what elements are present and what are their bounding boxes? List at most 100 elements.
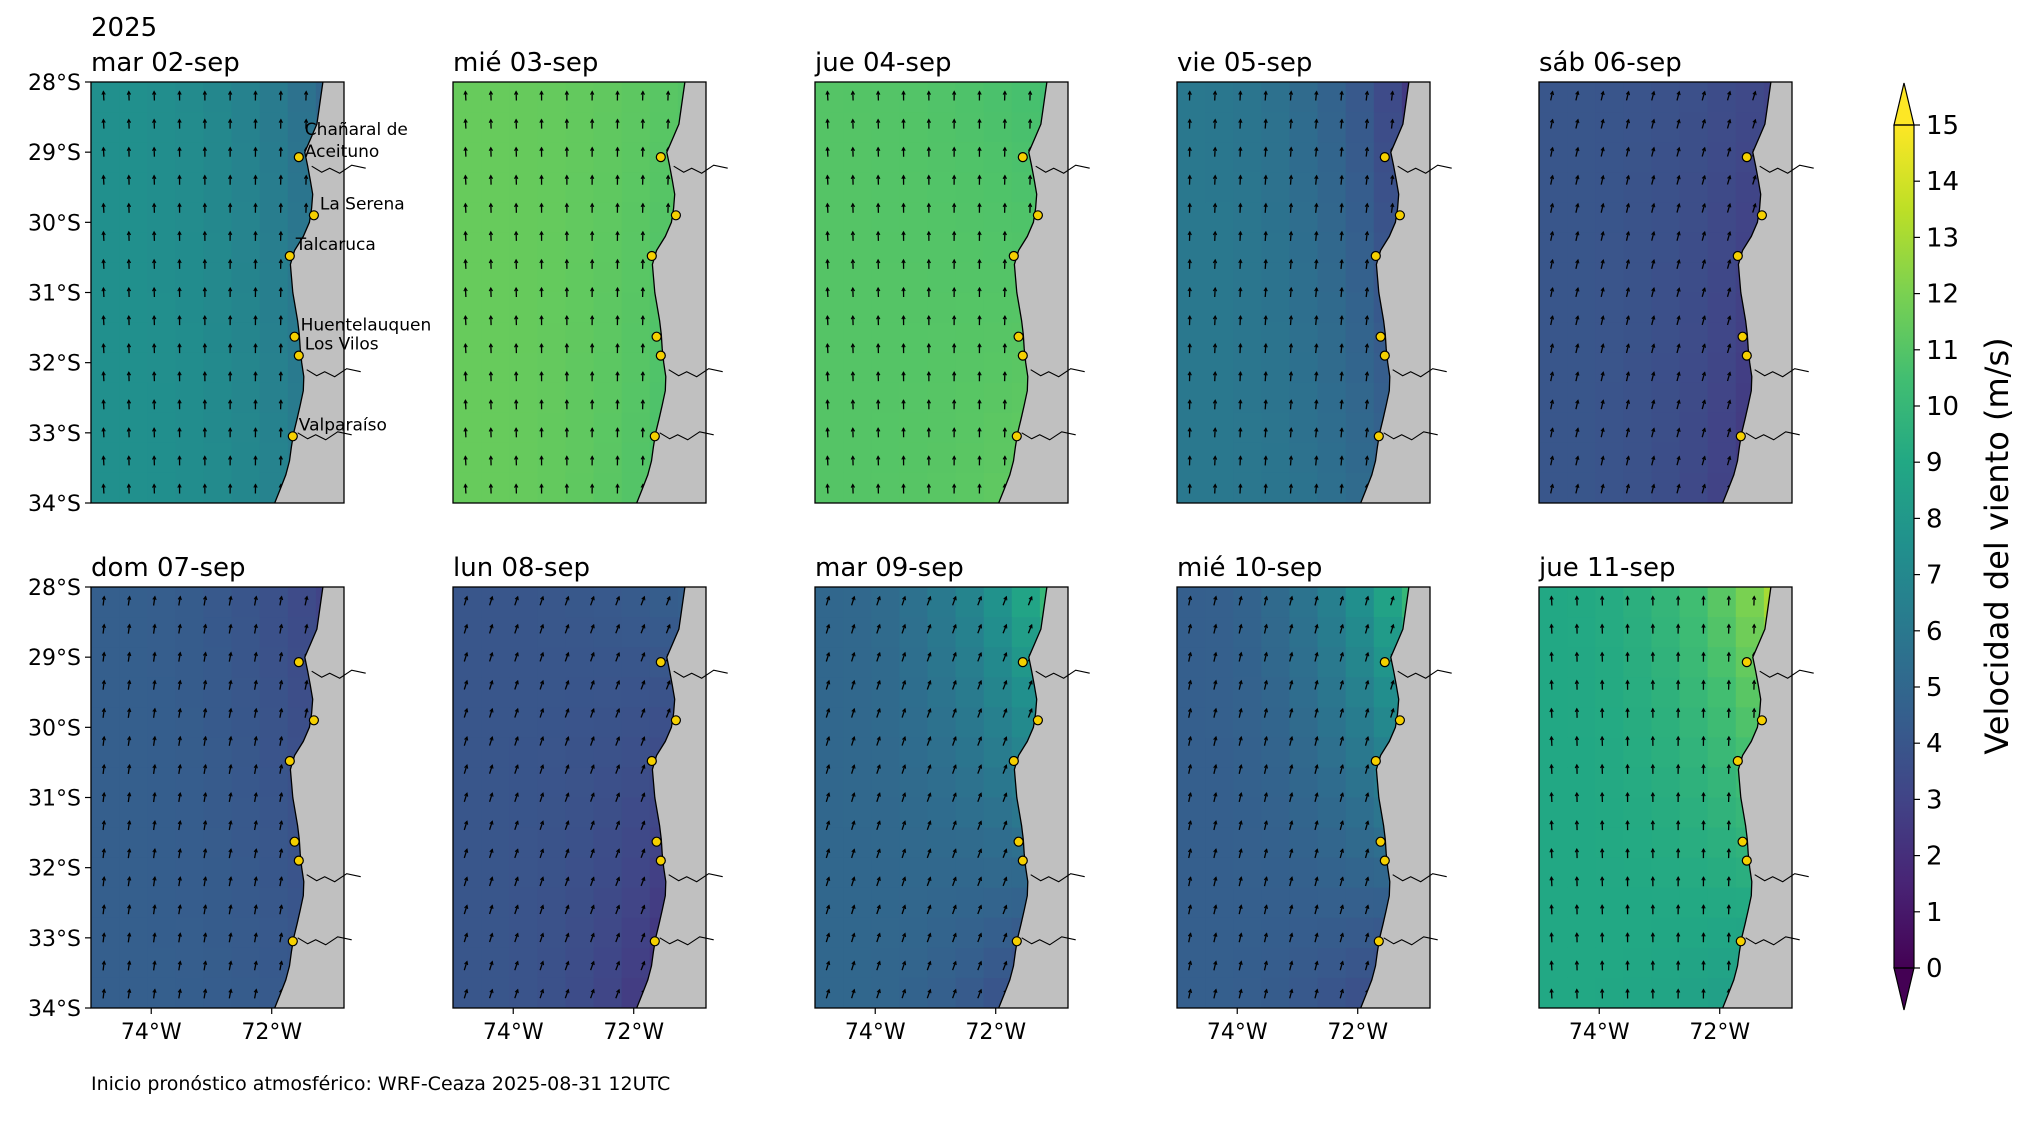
field-cell	[593, 737, 623, 769]
wind-arrow	[1214, 119, 1216, 129]
wind-arrow	[1315, 259, 1318, 269]
field-cell	[565, 707, 595, 739]
wind-arrow-head	[228, 427, 233, 432]
wind-arrow	[1701, 119, 1706, 129]
field-cell	[259, 857, 289, 889]
field-cell	[259, 707, 289, 739]
field-cell	[147, 472, 177, 503]
wind-arrow-head	[850, 314, 856, 320]
wind-arrow-head	[1751, 595, 1757, 600]
field-cell	[927, 412, 957, 444]
wind-arrow	[850, 905, 855, 915]
wind-arrow	[826, 400, 829, 410]
field-cell	[1707, 112, 1737, 143]
wind-arrow-head	[228, 146, 233, 151]
wind-arrow	[1238, 708, 1242, 718]
wind-arrow	[876, 792, 881, 803]
wind-arrow	[826, 316, 829, 326]
wind-arrow	[1726, 203, 1731, 213]
wind-arrow-head	[851, 792, 856, 797]
wind-arrow-head	[1339, 202, 1344, 208]
wind-arrow-head	[1263, 90, 1268, 95]
wind-arrow-head	[1676, 988, 1681, 993]
wind-arrow-head	[1213, 707, 1218, 713]
wind-arrow-head	[1027, 202, 1033, 208]
wind-arrow-head	[952, 595, 957, 601]
wind-arrow	[876, 933, 881, 943]
wind-arrow-head	[228, 707, 233, 713]
wind-arrow-head	[514, 792, 519, 797]
station-marker	[1008, 250, 1019, 262]
wind-arrow-head	[851, 848, 856, 853]
wind-arrow-head	[253, 342, 258, 348]
field-cell	[565, 977, 595, 1008]
station-marker	[1756, 210, 1767, 221]
station-label: Talcaruca	[295, 235, 376, 255]
field-cell	[843, 202, 873, 234]
field-cell	[1707, 917, 1737, 949]
wind-arrow	[1726, 119, 1731, 129]
panel-frame	[452, 586, 707, 1009]
wind-arrow	[1550, 287, 1554, 298]
wind-arrow-head	[489, 932, 494, 938]
field-cell	[1233, 412, 1263, 444]
wind-arrow-head	[978, 932, 983, 938]
wind-arrow-head	[464, 876, 469, 881]
wind-arrow	[1213, 905, 1217, 915]
wind-arrow	[539, 821, 544, 831]
wind-arrow	[127, 652, 131, 662]
wind-arrow	[488, 680, 493, 690]
wind-arrow	[1600, 456, 1604, 466]
wind-arrow	[1550, 231, 1554, 241]
wind-arrow	[203, 905, 207, 915]
wind-arrow-head	[304, 595, 309, 601]
wind-arrow-head	[488, 146, 494, 152]
wind-arrow-head	[590, 904, 595, 910]
wind-arrow	[1340, 428, 1343, 438]
wind-arrow	[178, 820, 181, 831]
field-cell	[1735, 587, 1765, 618]
wind-arrow-head	[1575, 315, 1580, 320]
field-cell	[621, 857, 651, 889]
field-cell	[955, 647, 985, 679]
field-cell	[593, 292, 623, 324]
wind-arrow-head	[565, 679, 570, 685]
wind-arrow-head	[1574, 932, 1580, 937]
wind-arrow	[589, 624, 595, 634]
wind-arrow	[1239, 231, 1242, 241]
wind-arrow-head	[1365, 707, 1370, 713]
field-cell	[1261, 82, 1291, 113]
field-cell	[481, 917, 511, 949]
field-cell	[593, 322, 623, 354]
wind-arrow-head	[514, 483, 519, 488]
field-cell	[1317, 827, 1347, 859]
field-cell	[1261, 232, 1291, 264]
wind-arrow-head	[1238, 932, 1243, 937]
field-cell	[1233, 442, 1263, 474]
wind-arrow-head	[825, 371, 830, 376]
wind-arrow-head	[876, 651, 881, 657]
region-border	[1383, 936, 1438, 946]
wind-arrow-head	[278, 651, 284, 657]
station-marker	[655, 855, 666, 866]
wind-arrow-head	[616, 792, 621, 797]
wind-arrow	[951, 905, 957, 915]
wind-arrow-head	[278, 791, 284, 797]
field-cell	[983, 292, 1013, 324]
wind-arrow	[1600, 316, 1604, 326]
field-cell	[259, 587, 289, 618]
wind-arrow-head	[1213, 763, 1218, 769]
wind-arrow	[152, 821, 156, 831]
station-marker	[1741, 656, 1752, 668]
field-cell	[315, 587, 323, 618]
field-cell	[1233, 857, 1263, 889]
wind-arrow-head	[850, 427, 856, 432]
wind-arrow	[1238, 849, 1242, 859]
field-cell	[1233, 352, 1263, 384]
field-cell	[91, 647, 120, 679]
field-cell	[983, 232, 1013, 264]
field-cell	[899, 887, 929, 919]
wind-arrow-head	[464, 792, 469, 797]
wind-arrow	[1315, 203, 1318, 213]
wind-arrow-head	[850, 286, 856, 292]
